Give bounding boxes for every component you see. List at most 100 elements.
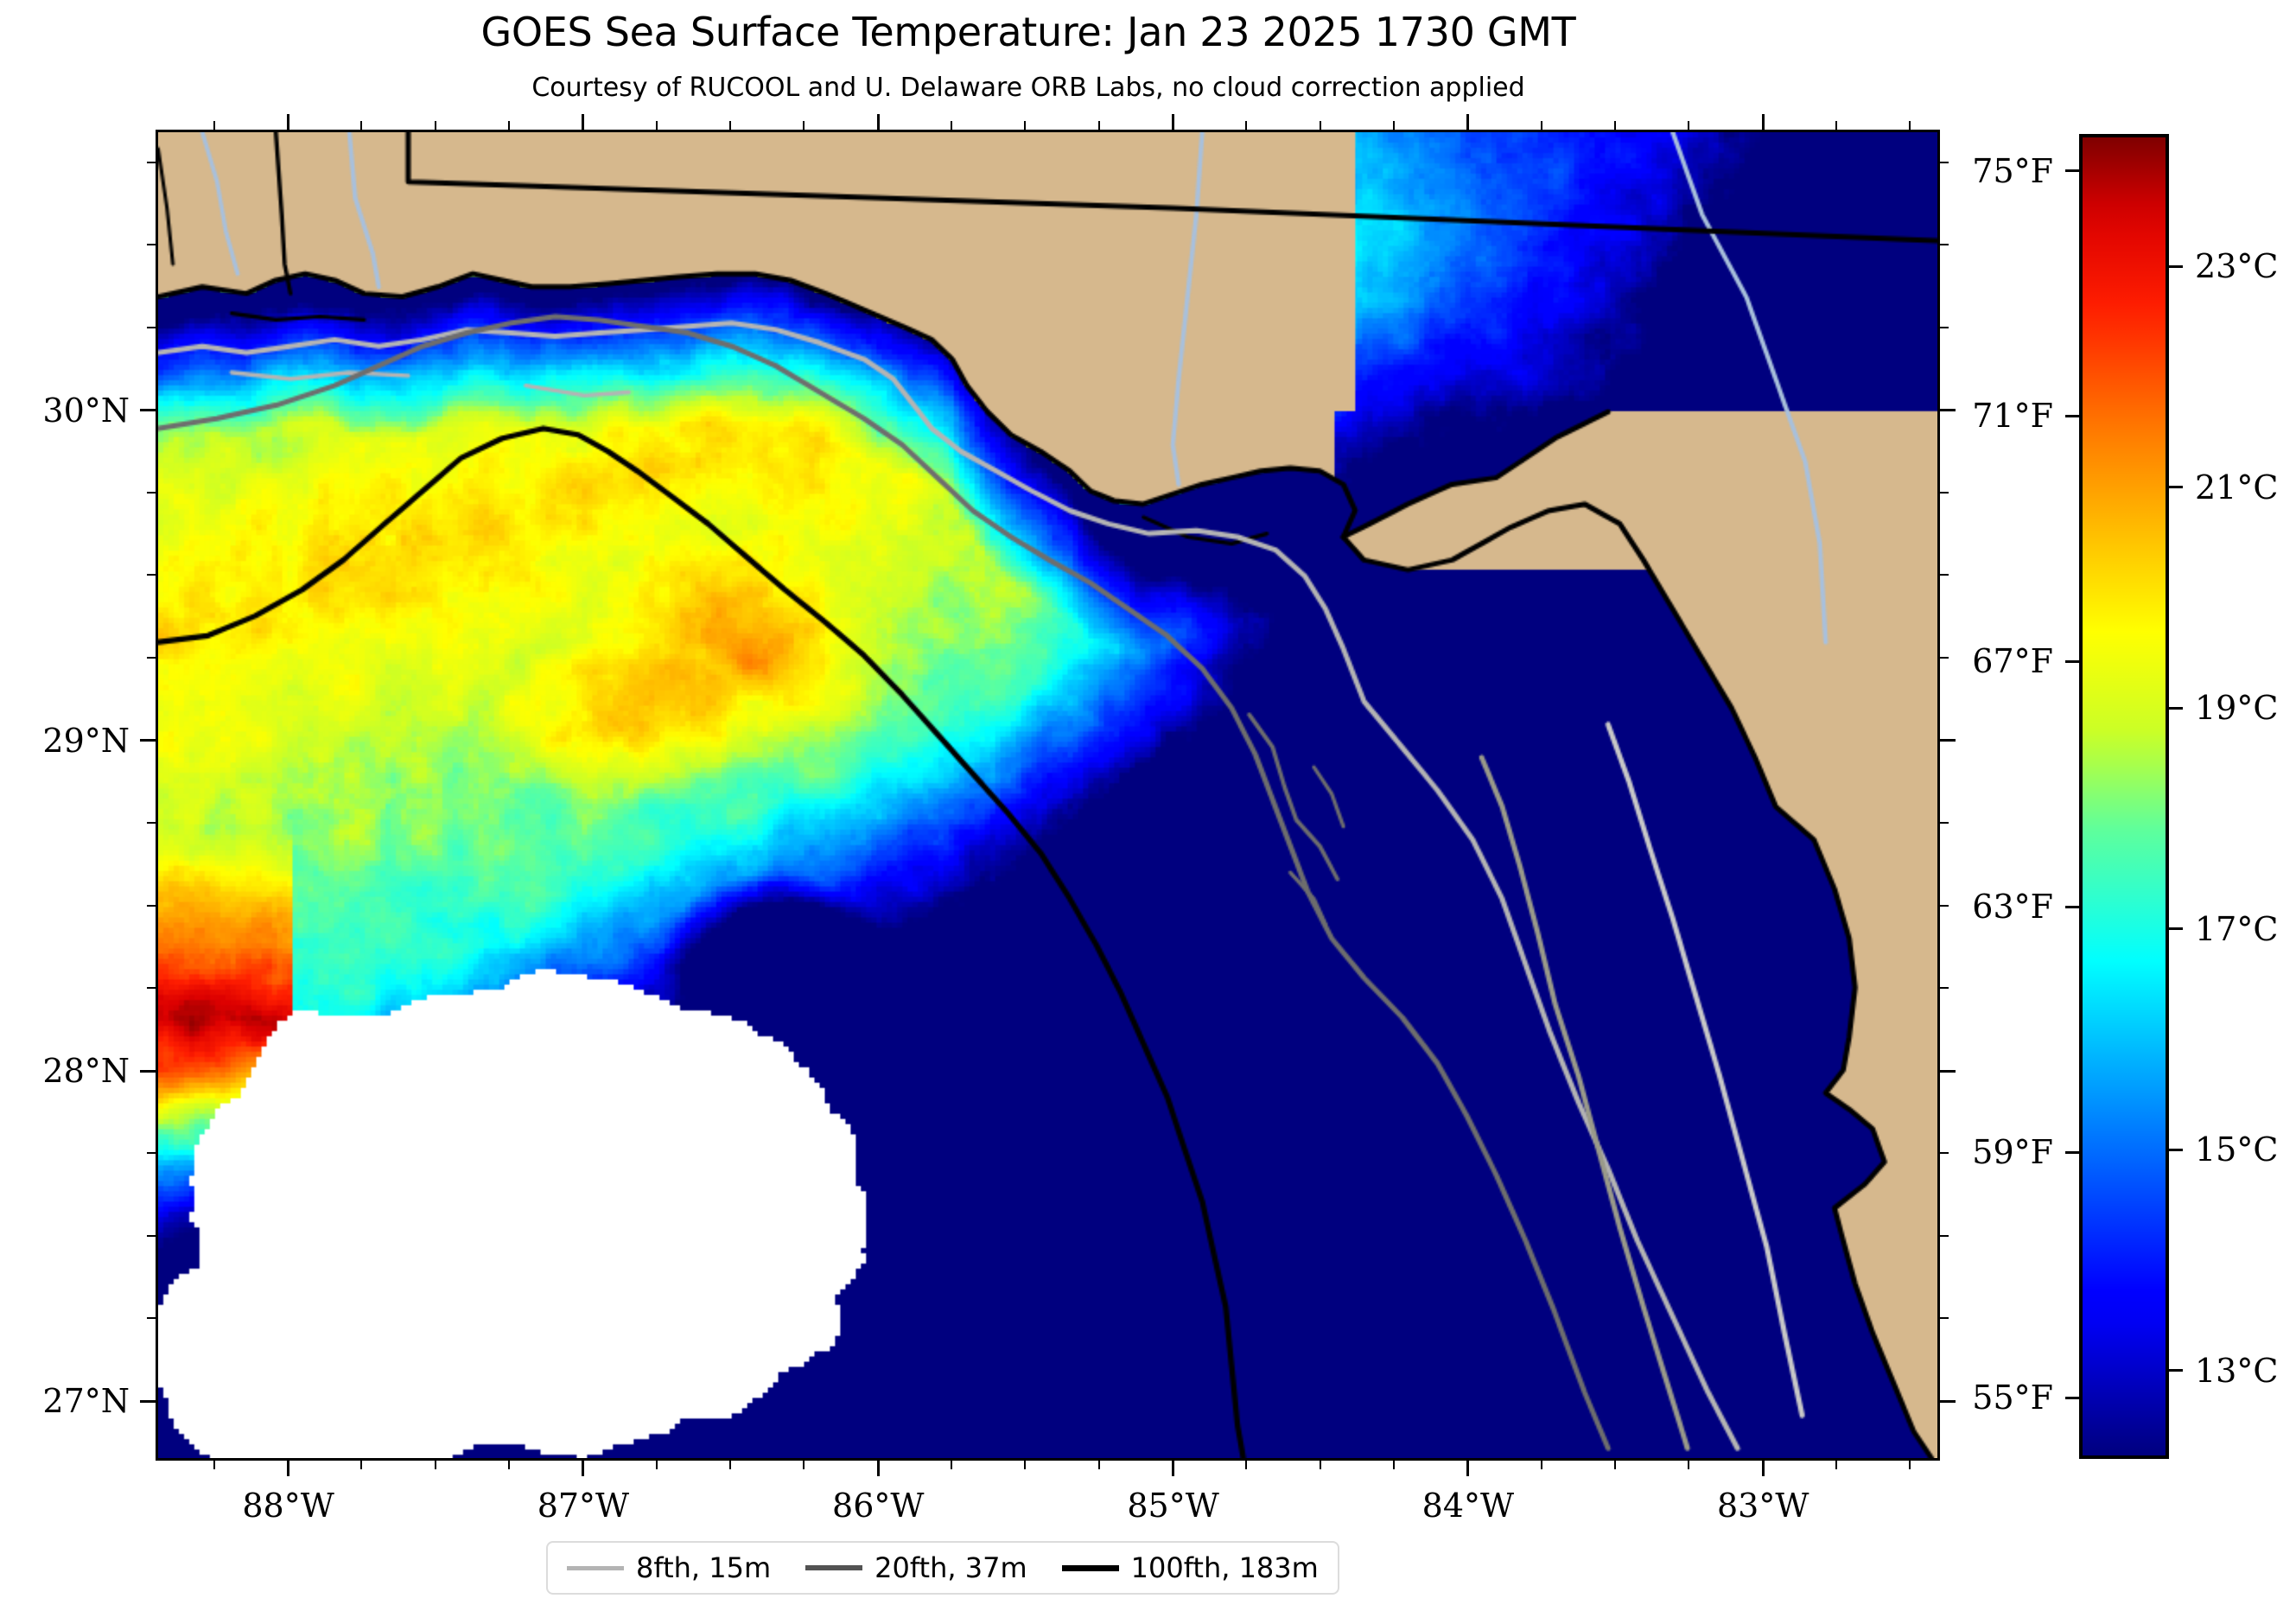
y-tick-label: 30°N (42, 391, 130, 430)
x-tick-minor (213, 1461, 215, 1469)
y-tick-label: 29°N (42, 721, 130, 760)
y-tick-minor (147, 491, 156, 494)
y-tick-minor (147, 904, 156, 907)
legend-label-8fth: 8fth, 15m (636, 1551, 772, 1584)
x-tick-minor-top (1319, 121, 1321, 130)
x-tick-minor (508, 1461, 511, 1469)
y-tick-minor (147, 326, 156, 328)
x-tick-minor-top (1909, 121, 1911, 130)
x-tick-minor-top (1245, 121, 1248, 130)
x-tick-label: 83°W (1716, 1487, 1809, 1525)
legend-swatch-20fth (805, 1565, 863, 1570)
colorbar-tick-celsius (2169, 927, 2183, 931)
colorbar-label-fahrenheit: 59°F (1972, 1133, 2053, 1172)
colorbar-gradient (2083, 137, 2166, 1455)
colorbar-tick-fahrenheit (2065, 414, 2079, 417)
y-tick-major-right (1940, 409, 1956, 412)
x-tick-major-top (1172, 114, 1175, 130)
x-tick-minor-top (1024, 121, 1027, 130)
x-tick-minor (1688, 1461, 1690, 1469)
x-tick-minor-top (655, 121, 658, 130)
colorbar-tick-celsius (2169, 486, 2183, 489)
x-tick-minor (655, 1461, 658, 1469)
figure-title: GOES Sea Surface Temperature: Jan 23 202… (480, 9, 1576, 55)
figure-subtitle: Courtesy of RUCOOL and U. Delaware ORB L… (531, 73, 1525, 103)
colorbar-tick-celsius (2169, 1369, 2183, 1372)
colorbar-tick-celsius (2169, 264, 2183, 268)
y-tick-minor (147, 1317, 156, 1320)
y-tick-minor (147, 574, 156, 576)
x-tick-minor-top (729, 121, 732, 130)
x-tick-minor (1245, 1461, 1248, 1469)
colorbar-label-fahrenheit: 63°F (1972, 888, 2053, 927)
x-tick-minor-top (1835, 121, 1838, 130)
x-tick-major (876, 1461, 880, 1476)
colorbar-tick-fahrenheit (2065, 905, 2079, 908)
y-tick-major (140, 1399, 156, 1403)
colorbar-tick-celsius (2169, 1148, 2183, 1151)
colorbar-label-celsius: 21°C (2195, 468, 2279, 506)
x-tick-major-top (1466, 114, 1470, 130)
legend-label-100fth: 100fth, 183m (1130, 1551, 1319, 1584)
x-tick-label: 88°W (242, 1487, 334, 1525)
y-tick-minor-right (1940, 161, 1949, 163)
y-tick-minor-right (1940, 821, 1949, 824)
x-tick-minor (1614, 1461, 1617, 1469)
y-tick-major-right (1940, 1069, 1956, 1073)
colorbar-label-fahrenheit: 75°F (1972, 151, 2053, 190)
x-tick-major (1761, 1461, 1765, 1476)
x-tick-minor-top (1097, 121, 1100, 130)
legend-entry-8fth: 8fth, 15m (567, 1551, 771, 1584)
x-tick-minor (951, 1461, 953, 1469)
y-tick-minor-right (1940, 1317, 1949, 1320)
x-tick-minor-top (508, 121, 511, 130)
y-tick-minor-right (1940, 656, 1949, 659)
y-tick-major-right (1940, 1399, 1956, 1403)
y-tick-major-right (1940, 739, 1956, 742)
colorbar-tick-fahrenheit (2065, 169, 2079, 173)
legend-swatch-8fth (567, 1565, 624, 1570)
colorbar-tick-fahrenheit (2065, 1396, 2079, 1399)
bathymetry-legend: 8fth, 15m 20fth, 37m 100fth, 183m (546, 1541, 1339, 1595)
x-tick-minor (729, 1461, 732, 1469)
colorbar-label-celsius: 13°C (2195, 1351, 2279, 1390)
y-tick-minor-right (1940, 987, 1949, 990)
y-tick-major (140, 739, 156, 742)
y-tick-minor (147, 656, 156, 659)
y-tick-minor (147, 821, 156, 824)
colorbar-tick-fahrenheit (2065, 1150, 2079, 1154)
colorbar-label-celsius: 15°C (2195, 1130, 2279, 1169)
y-tick-minor (147, 161, 156, 163)
colorbar-tick-celsius (2169, 706, 2183, 710)
colorbar-label-fahrenheit: 67°F (1972, 642, 2053, 681)
sst-raster-layer (158, 132, 1937, 1458)
x-tick-major (287, 1461, 290, 1476)
colorbar-label-fahrenheit: 71°F (1972, 397, 2053, 436)
x-tick-minor (803, 1461, 805, 1469)
x-tick-major (1466, 1461, 1470, 1476)
x-tick-major-top (582, 114, 585, 130)
x-tick-minor (1024, 1461, 1027, 1469)
x-tick-label: 86°W (832, 1487, 925, 1525)
x-tick-minor (434, 1461, 436, 1469)
x-tick-minor-top (1393, 121, 1396, 130)
colorbar-label-celsius: 23°C (2195, 247, 2279, 286)
y-tick-minor (147, 244, 156, 246)
x-tick-minor-top (360, 121, 363, 130)
x-tick-minor-top (1614, 121, 1617, 130)
x-tick-minor (360, 1461, 363, 1469)
x-tick-label: 85°W (1127, 1487, 1219, 1525)
x-tick-minor-top (213, 121, 215, 130)
y-tick-minor-right (1940, 1234, 1949, 1237)
y-tick-minor-right (1940, 326, 1949, 328)
x-tick-minor-top (1540, 121, 1542, 130)
y-tick-label: 28°N (42, 1052, 130, 1091)
x-tick-major-top (287, 114, 290, 130)
colorbar-tick-fahrenheit (2065, 659, 2079, 663)
x-tick-major-top (876, 114, 880, 130)
y-tick-minor-right (1940, 1152, 1949, 1155)
x-tick-label: 84°W (1421, 1487, 1515, 1525)
legend-swatch-100fth (1061, 1564, 1119, 1571)
y-tick-minor (147, 987, 156, 990)
sst-map-axes (156, 130, 1940, 1461)
